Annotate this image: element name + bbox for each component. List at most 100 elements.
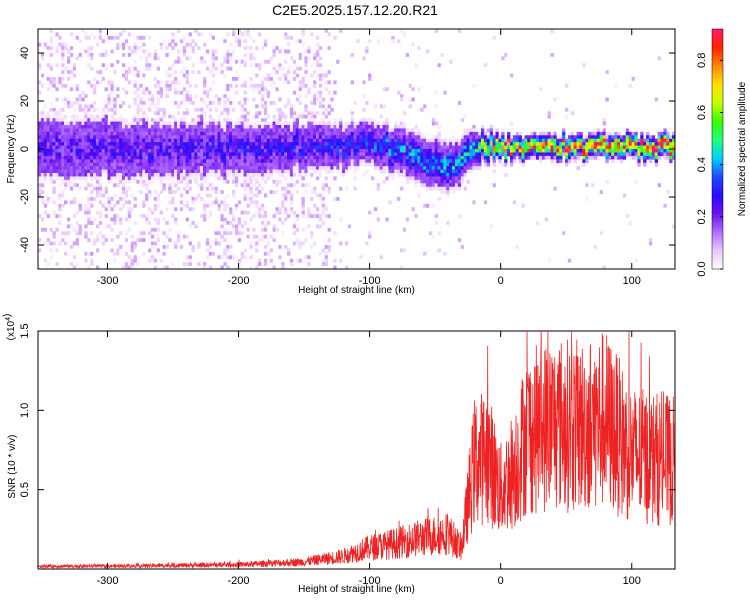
heatmap-cell (116, 87, 120, 92)
heatmap-cell (318, 214, 323, 218)
heatmap-cell (460, 166, 465, 170)
heatmap-cell (602, 128, 606, 133)
heatmap-cell (553, 135, 557, 140)
heatmap-cell (203, 125, 207, 129)
heatmap-cell (243, 135, 247, 140)
heatmap-cell (486, 152, 491, 157)
heatmap-cell (327, 142, 331, 146)
heatmap-cell (148, 173, 152, 177)
heatmap-cell (356, 142, 360, 146)
heatmap-cell (258, 135, 262, 140)
heatmap-cell (66, 217, 71, 222)
heatmap-cell (301, 29, 305, 33)
heatmap-cell (547, 131, 551, 136)
heatmap-cell (255, 83, 259, 88)
heatmap-cell (333, 35, 337, 40)
heatmap-cell (182, 66, 187, 71)
heatmap-cell (475, 162, 479, 167)
heatmap-cell (382, 128, 386, 133)
heatmap-cell (315, 63, 320, 68)
heatmap-cell (93, 142, 97, 146)
heatmap-cell (327, 104, 331, 109)
heatmap-cell (249, 83, 253, 88)
heatmap-cell (385, 138, 389, 143)
heatmap-cell (64, 131, 68, 136)
heatmap-cell (110, 114, 114, 119)
heatmap-cell (260, 138, 265, 143)
heatmap-cell (75, 114, 79, 119)
heatmap-cell (49, 118, 53, 122)
heatmap-cell (95, 173, 100, 177)
heatmap-cell (353, 135, 357, 140)
heatmap-cell (165, 149, 169, 153)
heatmap-cell (168, 121, 172, 126)
heatmap-cell (434, 155, 438, 160)
heatmap-cell (150, 101, 155, 105)
heatmap-cell (310, 159, 314, 164)
heatmap-cell (370, 138, 375, 143)
heatmap-cell (205, 104, 210, 109)
heatmap-cell (324, 125, 328, 129)
heatmap-cell (232, 162, 236, 167)
heatmap-cell (43, 149, 48, 153)
heatmap-cell (666, 142, 670, 146)
heatmap-cell (524, 145, 528, 150)
heatmap-cell (84, 142, 88, 146)
heatmap-cell (469, 159, 473, 164)
heatmap-cell (182, 135, 187, 140)
heatmap-cell (252, 234, 256, 239)
heatmap-cell (509, 159, 514, 164)
heatmap-cell (179, 101, 184, 105)
heatmap-cell (434, 183, 438, 188)
heatmap-cell (176, 186, 181, 191)
heatmap-cell (46, 166, 50, 170)
heatmap-cell (52, 145, 56, 150)
heatmap-cell (153, 128, 158, 133)
heatmap-cell (625, 145, 630, 150)
heatmap-cell (339, 131, 343, 136)
heatmap-cell (249, 152, 253, 157)
heatmap-cell (226, 56, 230, 61)
heatmap-cell (292, 166, 297, 170)
heatmap-cell (203, 217, 207, 222)
heatmap-cell (463, 149, 467, 153)
heatmap-cell (605, 97, 609, 102)
heatmap-cell (110, 159, 114, 164)
heatmap-cell (46, 128, 50, 133)
heatmap-cell (127, 166, 132, 170)
heatmap-cell (440, 183, 444, 188)
heatmap-cell (226, 162, 230, 167)
heatmap-cell (408, 169, 412, 174)
heatmap-cell (379, 162, 383, 167)
heatmap-cell (211, 152, 216, 157)
heatmap-cell (478, 142, 482, 146)
heatmap-cell (211, 56, 216, 61)
heatmap-cell (121, 152, 126, 157)
heatmap-cell (313, 241, 317, 246)
heatmap-cell (78, 94, 82, 98)
heatmap-cell (240, 149, 244, 153)
heatmap-cell (58, 42, 62, 47)
heatmap-cell (318, 101, 323, 105)
heatmap-cell (136, 73, 140, 78)
heatmap-cell (136, 104, 140, 109)
heatmap-cell (124, 179, 129, 184)
heatmap-cell (179, 121, 184, 126)
heatmap-cell (249, 53, 253, 57)
heatmap-cell (95, 210, 100, 215)
heatmap-cell (148, 149, 152, 153)
heatmap-cell (619, 152, 624, 157)
heatmap-cell (197, 125, 201, 129)
heatmap-cell (237, 149, 242, 153)
heatmap-cell (148, 176, 152, 181)
heatmap-cell (49, 155, 53, 160)
heatmap-cell (260, 238, 265, 242)
heatmap-cell (64, 142, 68, 146)
heatmap-cell (58, 114, 62, 119)
heatmap-cell (443, 251, 447, 256)
heatmap-cell (84, 258, 88, 263)
heatmap-cell (81, 29, 85, 33)
heatmap-cell (347, 121, 352, 126)
heatmap-cell (518, 142, 522, 146)
heatmap-cell (61, 203, 65, 208)
